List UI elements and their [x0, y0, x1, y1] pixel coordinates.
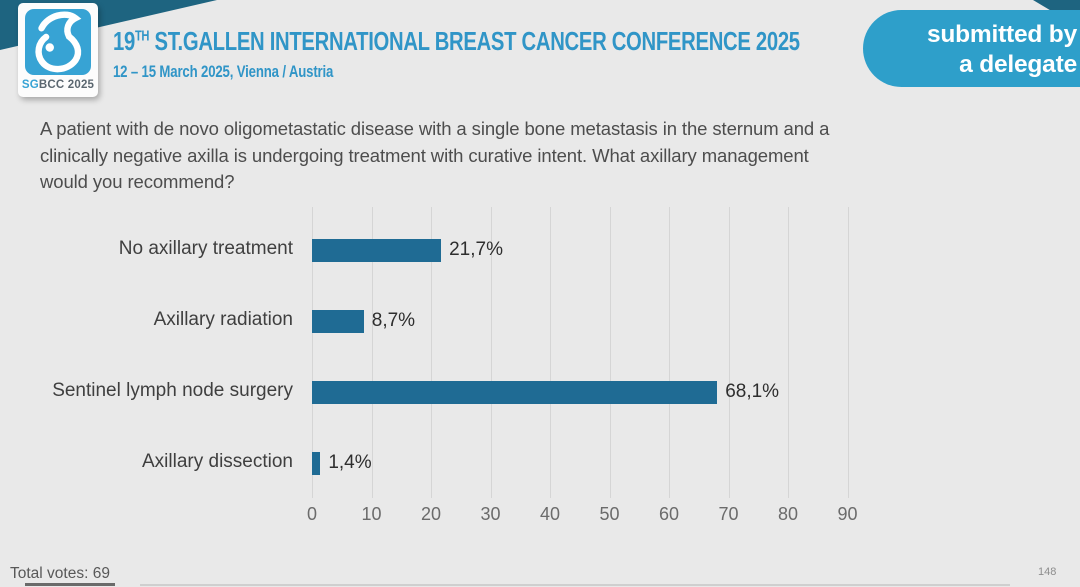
- video-progress-played[interactable]: [25, 583, 115, 586]
- total-votes-label: Total votes: 69: [10, 565, 110, 582]
- category-label: No axillary treatment: [118, 238, 293, 259]
- gridline: [312, 207, 313, 498]
- conference-subtitle: 12 – 15 March 2025, Vienna / Austria: [113, 63, 334, 81]
- gridline: [669, 207, 670, 498]
- page-number: 148: [1038, 566, 1057, 578]
- axis-tick-label: 10: [361, 504, 382, 524]
- axis-tick-label: 0: [306, 504, 318, 524]
- gridline: [728, 207, 730, 498]
- chart-bar: [312, 309, 364, 333]
- gridline: [431, 207, 432, 498]
- axis-tick-label: 20: [420, 504, 442, 524]
- sgbcc-breast-icon: [25, 9, 91, 75]
- submitted-by-badge-text: submitted by a delegate: [863, 20, 1077, 80]
- logo-caption-sg: SG: [21, 79, 39, 91]
- axis-tick-label: 70: [718, 504, 739, 524]
- submitted-by-badge: submitted by a delegate: [863, 10, 1080, 87]
- axis-tick-label: 30: [480, 504, 501, 524]
- axis-tick-label: 40: [539, 504, 561, 524]
- value-label: 8,7%: [371, 310, 416, 331]
- axis-tick-label: 50: [599, 504, 620, 524]
- axis-tick-label: 60: [658, 504, 680, 524]
- gridline: [788, 207, 789, 498]
- gridline: [609, 207, 611, 498]
- chart-bar: [312, 238, 442, 262]
- question-line: A patient with de novo oligometastatic d…: [40, 118, 830, 139]
- logo-caption-rest: BCC 2025: [38, 79, 95, 91]
- badge-line-2: a delegate: [959, 51, 1077, 78]
- gridline: [371, 207, 373, 498]
- value-label: 1,4%: [328, 452, 372, 473]
- gridline: [490, 207, 492, 498]
- axis-tick-label: 90: [837, 504, 858, 524]
- gridline: [847, 207, 849, 498]
- sgbcc-logo: SGBCC 2025: [18, 3, 98, 97]
- poll-question: A patient with de novo oligometastatic d…: [40, 116, 940, 196]
- category-label: Axillary radiation: [153, 309, 293, 330]
- video-progress-track[interactable]: [140, 584, 1010, 586]
- chart-bar: [312, 451, 321, 475]
- chart-bar: [312, 380, 718, 404]
- value-label: 68,1%: [725, 381, 780, 402]
- badge-line-1: submitted by: [926, 21, 1077, 48]
- header-titles: 19TH ST.GALLEN INTERNATIONAL BREAST CANC…: [113, 26, 993, 82]
- category-label: Sentinel lymph node surgery: [52, 380, 293, 401]
- bar-chart: 0 10 20 30 40 50 60 70 80 90 21,7% 8,7% 68,1% 1,4%: [307, 207, 858, 524]
- question-line: would you recommend?: [40, 171, 235, 192]
- conference-title: 19TH ST.GALLEN INTERNATIONAL BREAST CANC…: [113, 26, 800, 56]
- question-line: clinically negative axilla is undergoing…: [40, 144, 809, 166]
- category-label: Axillary dissection: [142, 451, 293, 472]
- gridline: [550, 207, 551, 498]
- axis-tick-label: 80: [777, 504, 799, 524]
- value-label: 21,7%: [449, 239, 503, 260]
- logo-caption: SGBCC 2025: [18, 79, 98, 91]
- title-superscript: TH: [134, 28, 150, 45]
